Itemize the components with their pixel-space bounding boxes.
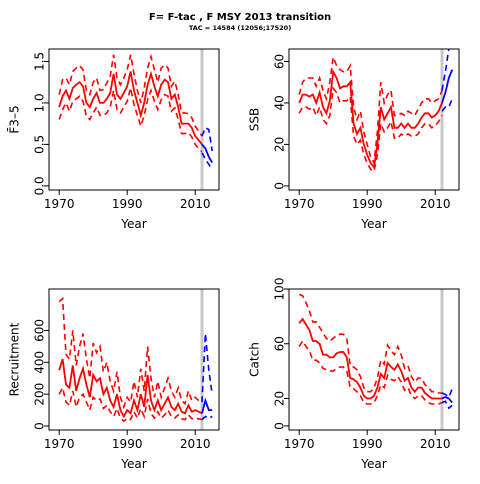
x-tick-label: 1970 — [284, 197, 315, 211]
y-axis-label: SSB — [248, 108, 262, 131]
x-tick-label: 1990 — [352, 437, 383, 451]
y-tick-label: 40 — [273, 95, 287, 110]
y-tick-label: 100 — [273, 278, 287, 301]
x-tick-label: 1970 — [44, 437, 75, 451]
historic-lower-line — [298, 339, 443, 405]
projection-lower-line — [201, 152, 213, 170]
projection-upper-line — [201, 126, 213, 152]
projection-median-line — [201, 397, 213, 414]
y-axis-label: F̄3–5 — [7, 105, 21, 133]
x-axis-label: Year — [120, 457, 146, 471]
x-tick-label: 1970 — [44, 197, 75, 211]
historic-median-line — [298, 68, 443, 170]
x-tick-label: 1970 — [284, 437, 315, 451]
x-tick-label: 1990 — [112, 197, 143, 211]
y-tick-label: 0 — [273, 182, 287, 190]
y-tick-label: 60 — [273, 336, 287, 351]
figure-title: F= F-tac , F MSY 2013 transition — [149, 12, 331, 23]
x-tick-label: 1990 — [112, 437, 143, 451]
y-tick-label: 20 — [273, 391, 287, 406]
projection-median-line — [441, 396, 453, 404]
y-tick-label: 0 — [33, 422, 47, 430]
plot-frame — [48, 48, 220, 191]
x-tick-label: 2010 — [180, 197, 211, 211]
y-tick-label: 1.0 — [33, 93, 47, 112]
projection-lower-line — [441, 400, 453, 410]
historic-upper-line — [298, 293, 442, 394]
panel-fbar: 1970 1990 2010 0.0 0.5 1.0 1.5 Year F̄3–5 — [7, 48, 220, 231]
historic-lower-line — [58, 385, 203, 423]
x-axis-label: Year — [120, 217, 146, 231]
y-tick-label: 600 — [33, 319, 47, 342]
projection-upper-line — [441, 49, 450, 91]
x-axis-label: Year — [360, 457, 386, 471]
x-tick-label: 1990 — [352, 197, 383, 211]
y-tick-label: 0.5 — [33, 135, 47, 154]
projection-lower-line — [441, 98, 453, 112]
projection-lower-line — [201, 415, 213, 421]
y-tick-label: 0 — [273, 422, 287, 430]
y-tick-label: 1.5 — [33, 52, 47, 71]
figure-subtitle: TAC = 14584 (12056;17520) — [189, 24, 291, 32]
projection-upper-line — [201, 333, 213, 403]
historic-median-line — [58, 358, 203, 419]
plot-frame — [288, 48, 460, 191]
panel-ssb: 1970 1990 2010 0 20 40 60 Year SSB — [248, 48, 460, 231]
x-axis-label: Year — [360, 217, 386, 231]
plot-frame — [48, 288, 220, 431]
projection-upper-line — [441, 388, 453, 399]
historic-lower-line — [298, 86, 443, 173]
historic-median-line — [58, 70, 203, 145]
historic-upper-line — [298, 54, 443, 166]
y-tick-label: 0.0 — [33, 176, 47, 195]
plot-frame — [288, 288, 460, 431]
y-tick-label: 400 — [33, 351, 47, 374]
y-axis-label: Recruitment — [8, 322, 22, 396]
panel-recruitment: 1970 1990 2010 0 200 400 600 Year Recruitment — [8, 288, 220, 471]
projection-median-line — [441, 69, 454, 104]
panel-catch: 1970 1990 2010 0 20 60 100 Year Catch — [248, 278, 460, 471]
x-tick-label: 2010 — [420, 437, 451, 451]
projection-median-line — [201, 143, 213, 164]
y-tick-label: 20 — [273, 137, 287, 152]
y-tick-label: 60 — [273, 54, 287, 69]
x-tick-label: 2010 — [420, 197, 451, 211]
y-tick-label: 200 — [33, 383, 47, 406]
historic-upper-line — [58, 296, 203, 410]
historic-lower-line — [58, 87, 203, 153]
historic-median-line — [298, 317, 442, 400]
y-axis-label: Catch — [248, 342, 262, 377]
x-tick-label: 2010 — [180, 437, 211, 451]
historic-upper-line — [58, 53, 203, 137]
